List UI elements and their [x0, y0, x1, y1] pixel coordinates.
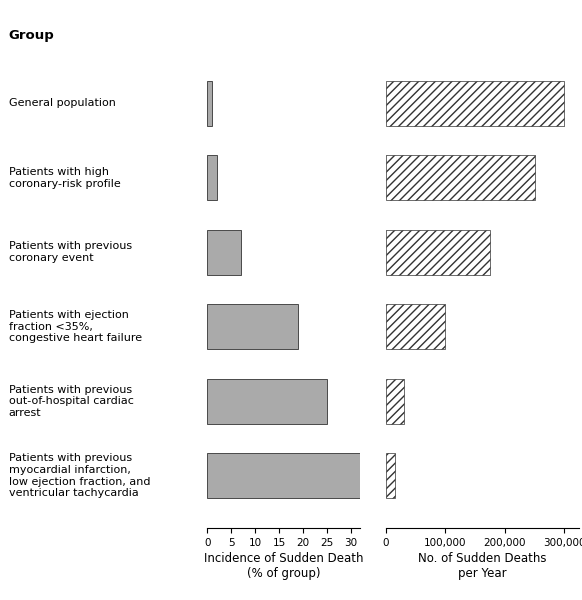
Bar — [386, 230, 490, 275]
Bar — [207, 454, 360, 498]
X-axis label: No. of Sudden Deaths
per Year: No. of Sudden Deaths per Year — [418, 552, 547, 580]
X-axis label: Incidence of Sudden Death
(% of group): Incidence of Sudden Death (% of group) — [204, 552, 364, 580]
Bar — [386, 155, 534, 200]
Bar — [386, 304, 445, 349]
Bar — [207, 304, 298, 349]
Bar — [207, 379, 327, 424]
Bar — [386, 379, 404, 424]
Text: Group: Group — [9, 29, 55, 42]
Bar — [386, 454, 395, 498]
Text: Patients with previous
myocardial infarction,
low ejection fraction, and
ventric: Patients with previous myocardial infarc… — [9, 454, 150, 498]
Text: Patients with previous
out-of-hospital cardiac
arrest: Patients with previous out-of-hospital c… — [9, 385, 134, 418]
Bar — [386, 81, 564, 125]
Bar — [207, 81, 212, 125]
Bar — [207, 155, 217, 200]
Text: Patients with high
coronary-risk profile: Patients with high coronary-risk profile — [9, 167, 120, 188]
Text: General population: General population — [9, 98, 116, 108]
Text: Patients with previous
coronary event: Patients with previous coronary event — [9, 241, 132, 263]
Text: Patients with ejection
fraction <35%,
congestive heart failure: Patients with ejection fraction <35%, co… — [9, 310, 142, 343]
Bar — [207, 230, 241, 275]
